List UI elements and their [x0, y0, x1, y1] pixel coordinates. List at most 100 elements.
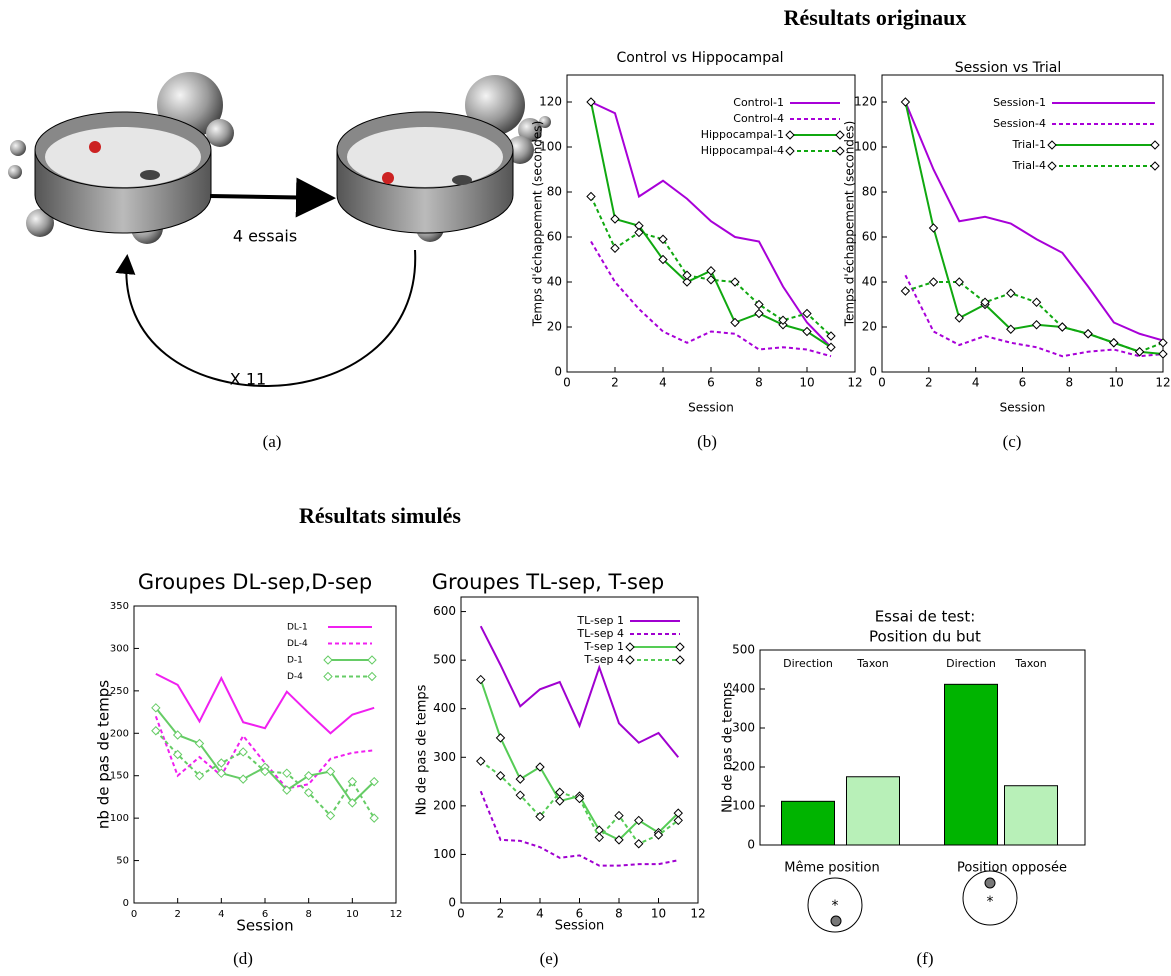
x-tick-label: 12 — [690, 907, 705, 921]
caption: (d) — [233, 949, 253, 968]
data-point — [673, 815, 683, 826]
data-point — [1158, 338, 1168, 348]
y-tick-label: 0 — [869, 365, 877, 379]
data-point — [594, 832, 604, 843]
x-axis-label: Session — [555, 919, 605, 934]
heading: Résultats simulés — [299, 503, 461, 528]
data-point — [658, 254, 668, 265]
y-tick-label: 100 — [433, 847, 456, 861]
x-tick-label: 10 — [1109, 376, 1124, 390]
y-tick-label: 350 — [110, 601, 129, 612]
data-point — [347, 798, 358, 808]
legend-label: DL-4 — [287, 639, 308, 649]
data-point — [555, 796, 565, 806]
y-tick-label: 40 — [862, 275, 877, 289]
data-point — [900, 286, 911, 296]
y-tick-label: 300 — [433, 750, 456, 764]
y-tick-label: 0 — [554, 365, 562, 379]
y-tick-label: 60 — [547, 230, 562, 244]
data-point — [216, 758, 227, 768]
bar — [781, 800, 835, 846]
data-point — [325, 810, 336, 821]
y-axis-label: Nb de pas de temps — [415, 684, 430, 815]
x-tick-label: 6 — [262, 909, 268, 920]
data-point — [151, 703, 161, 713]
legend-label: Control-1 — [733, 96, 784, 109]
category-label: Direction — [946, 657, 996, 670]
data-point — [634, 227, 644, 238]
y-tick-label: 0 — [448, 896, 456, 910]
plot-frame — [759, 649, 1086, 846]
data-point — [928, 223, 939, 233]
data-point — [238, 747, 248, 757]
legend-marker — [835, 130, 845, 140]
legend-marker — [625, 642, 635, 652]
chart-title: Position du but — [869, 628, 981, 646]
data-point — [172, 730, 183, 740]
category-label: Direction — [783, 657, 833, 670]
data-point — [954, 277, 964, 287]
data-point — [1109, 338, 1119, 348]
legend-marker — [675, 655, 685, 665]
data-point — [260, 766, 270, 777]
caption: (b) — [697, 432, 717, 451]
data-line — [154, 715, 375, 790]
data-line — [590, 101, 832, 348]
data-line — [904, 101, 1164, 342]
x-axis-label: Session — [236, 917, 293, 935]
data-point — [1083, 329, 1093, 339]
data-point — [1031, 320, 1042, 330]
data-point — [303, 771, 314, 781]
x-tick-label: 10 — [651, 907, 666, 921]
data-point — [778, 315, 788, 325]
y-tick-label: 250 — [110, 686, 129, 697]
data-point — [535, 811, 545, 822]
data-point — [1057, 322, 1068, 332]
data-point — [610, 214, 620, 224]
legend-marker — [367, 671, 377, 682]
maze-diagram: 4 essais X 11 — [8, 72, 551, 389]
data-line — [155, 672, 375, 735]
x-tick-label: 0 — [131, 909, 137, 920]
data-point — [369, 813, 379, 823]
caption: (c) — [1003, 432, 1022, 451]
group-label: Position opposée — [957, 861, 1067, 876]
x-tick-label: 0 — [457, 907, 465, 921]
x-axis-label: Session — [688, 401, 734, 415]
data-point — [515, 790, 525, 800]
x-tick-label: 2 — [174, 909, 180, 920]
legend-label: DL-1 — [287, 623, 308, 633]
chart-title: Groupes DL-sep,D-sep — [138, 570, 372, 594]
data-point — [1031, 297, 1042, 307]
data-line — [479, 679, 679, 842]
y-tick-label: 300 — [110, 643, 129, 654]
data-line — [479, 790, 679, 867]
legend-label: Trial-1 — [1012, 138, 1046, 151]
y-tick-label: 20 — [547, 320, 562, 334]
data-point — [730, 317, 740, 328]
x-tick-label: 4 — [536, 907, 544, 921]
x-tick-label: 2 — [497, 907, 505, 921]
legend-marker — [323, 655, 333, 665]
y-axis-label: nb de pas de temps — [95, 680, 113, 829]
data-line — [904, 274, 1164, 358]
y-tick-label: 400 — [433, 701, 456, 715]
legend-marker — [1150, 161, 1160, 171]
data-point — [172, 749, 183, 760]
legend-marker — [1047, 161, 1057, 171]
x-tick-label: 2 — [925, 376, 933, 390]
y-tick-label: 60 — [862, 230, 877, 244]
data-point — [610, 243, 620, 253]
legend-label: D-1 — [287, 656, 303, 666]
y-tick-label: 100 — [854, 140, 877, 154]
heading: Résultats originaux — [784, 5, 967, 30]
y-tick-label: 200 — [110, 728, 129, 739]
data-point — [614, 810, 624, 821]
legend-label: Hippocampal-1 — [701, 128, 784, 141]
y-tick-label: 100 — [539, 140, 562, 154]
data-point — [1006, 324, 1016, 334]
data-point — [495, 733, 506, 743]
caption: (e) — [540, 949, 559, 968]
y-axis-label: Nb de pas de temps — [721, 682, 736, 813]
data-point — [476, 674, 486, 685]
